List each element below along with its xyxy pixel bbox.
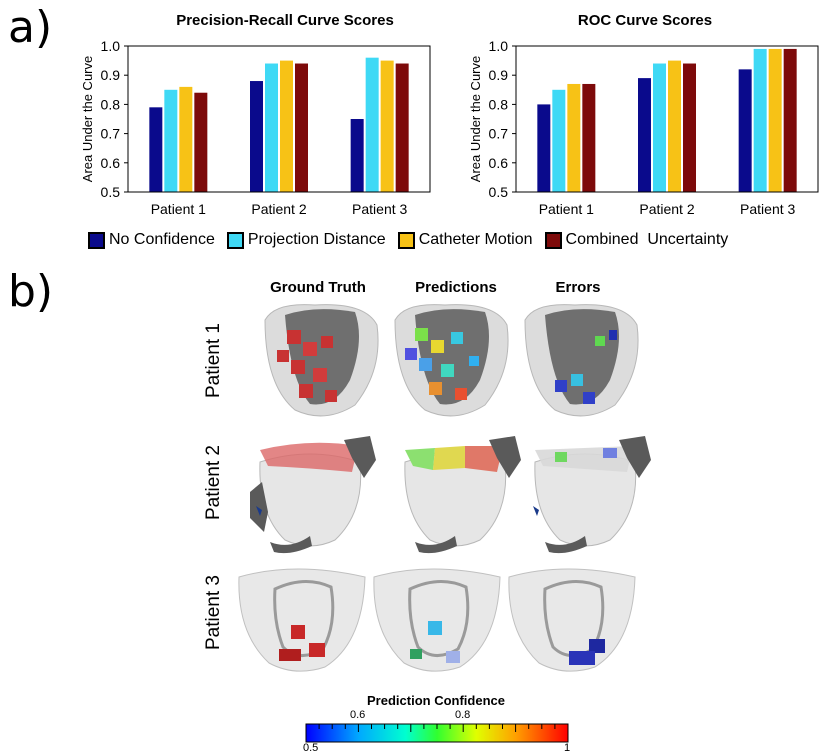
bar	[683, 63, 696, 192]
bar	[295, 63, 308, 192]
y-tick-label: 1.0	[101, 38, 121, 54]
y-axis-label: Area Under the Curve	[80, 56, 95, 182]
row-label-patient-3: Patient 3	[203, 575, 224, 650]
x-tick-label: Patient 2	[251, 201, 306, 217]
legend-swatch	[88, 231, 105, 249]
panel-label-b: b)	[8, 266, 54, 317]
heart-render-patient2-ground-truth	[250, 436, 376, 554]
legend-item-projection-distance: Projection Distance	[226, 231, 386, 249]
legend-label: Combined Uncertainty	[565, 231, 729, 248]
legend-swatch	[226, 231, 244, 249]
bar	[149, 107, 163, 192]
row-label-patient-2: Patient 2	[203, 445, 224, 520]
legend-label: No Confidence	[109, 231, 215, 248]
bar	[194, 92, 208, 192]
y-tick-label: 0.6	[489, 155, 509, 171]
heart-render-patient1-errors	[524, 304, 639, 417]
x-tick-label: Patient 1	[539, 201, 594, 217]
bar	[653, 63, 666, 192]
bar	[552, 89, 566, 192]
bar	[164, 89, 178, 192]
pr-curve-chart: Area Under the Curve 0.5 0.6 0.7 0.8 0.9 1.0 Pa…	[80, 38, 431, 217]
bar	[280, 60, 293, 192]
plot-frame	[127, 45, 431, 193]
column-header-ground-truth: Ground Truth	[270, 279, 366, 296]
heart-render-patient3-predictions	[373, 568, 501, 672]
colorbar-tick-label: 0.8	[455, 709, 471, 721]
colorbar-tick-label: 0.6	[350, 709, 366, 721]
bar	[250, 81, 263, 192]
x-tick-label: Patient 3	[740, 201, 795, 217]
bar	[567, 83, 581, 192]
row-label-patient-1: Patient 1	[203, 323, 224, 398]
y-tick-label: 0.5	[101, 184, 121, 200]
legend-swatch	[544, 231, 562, 249]
y-axis-label: Area Under the Curve	[468, 56, 483, 182]
y-tick-label: 0.5	[489, 184, 509, 200]
colorbar-max-label: 1	[564, 742, 571, 754]
x-tick-label: Patient 1	[151, 201, 206, 217]
bar	[380, 60, 394, 192]
roc-chart-title: ROC Curve Scores	[577, 12, 713, 29]
bar	[753, 48, 767, 192]
heart-render-patient1-ground-truth	[264, 304, 379, 417]
bar	[638, 78, 651, 192]
legend-item-combined-uncertainty: Combined Uncertainty	[544, 231, 729, 249]
column-header-errors: Errors	[555, 279, 601, 296]
column-header-predictions: Predictions	[415, 279, 497, 296]
x-tick-label: Patient 2	[639, 201, 694, 217]
y-tick-label: 1.0	[489, 38, 509, 54]
y-tick-label: 0.6	[101, 155, 121, 171]
y-tick-label: 0.8	[101, 96, 121, 112]
legend-item-no-confidence: No Confidence	[88, 231, 215, 249]
prediction-confidence-colorbar	[305, 723, 569, 743]
bar	[395, 63, 409, 192]
y-tick-label: 0.8	[489, 96, 509, 112]
panel-label-a: a)	[8, 2, 53, 53]
legend-item-catheter-motion: Catheter Motion	[397, 231, 533, 249]
legend-label: Catheter Motion	[418, 231, 533, 248]
bar	[350, 119, 364, 192]
legend-label: Projection Distance	[247, 231, 386, 248]
y-tick-label: 0.9	[489, 67, 509, 83]
bar	[738, 69, 752, 192]
bar	[668, 60, 681, 192]
bar	[768, 48, 782, 192]
legend-swatch	[397, 231, 415, 249]
roc-curve-chart: Area Under the Curve 0.5 0.6 0.7 0.8 0.9 1.0 Pa…	[468, 38, 819, 217]
y-tick-label: 0.9	[101, 67, 121, 83]
y-tick-label: 0.7	[489, 126, 509, 142]
bar	[265, 63, 278, 192]
bar	[537, 104, 551, 192]
bar	[783, 48, 797, 192]
bar	[582, 83, 596, 192]
colorbar-title: Prediction Confidence	[367, 693, 505, 708]
heart-render-patient3-ground-truth	[238, 568, 366, 672]
heart-render-patient3-errors	[508, 568, 636, 672]
heart-render-patient2-predictions	[404, 436, 521, 554]
bar	[179, 86, 193, 192]
bar	[365, 57, 379, 193]
y-tick-label: 0.7	[101, 126, 121, 142]
x-tick-label: Patient 3	[352, 201, 407, 217]
pr-chart-title: Precision-Recall Curve Scores	[176, 12, 394, 29]
chart-legend: No Confidence Projection Distance Cathet…	[88, 231, 728, 249]
heart-render-patient1-predictions	[394, 304, 509, 417]
colorbar-min-label: 0.5	[303, 742, 319, 754]
plot-frame	[515, 45, 819, 193]
heart-render-patient2-errors	[533, 436, 651, 554]
